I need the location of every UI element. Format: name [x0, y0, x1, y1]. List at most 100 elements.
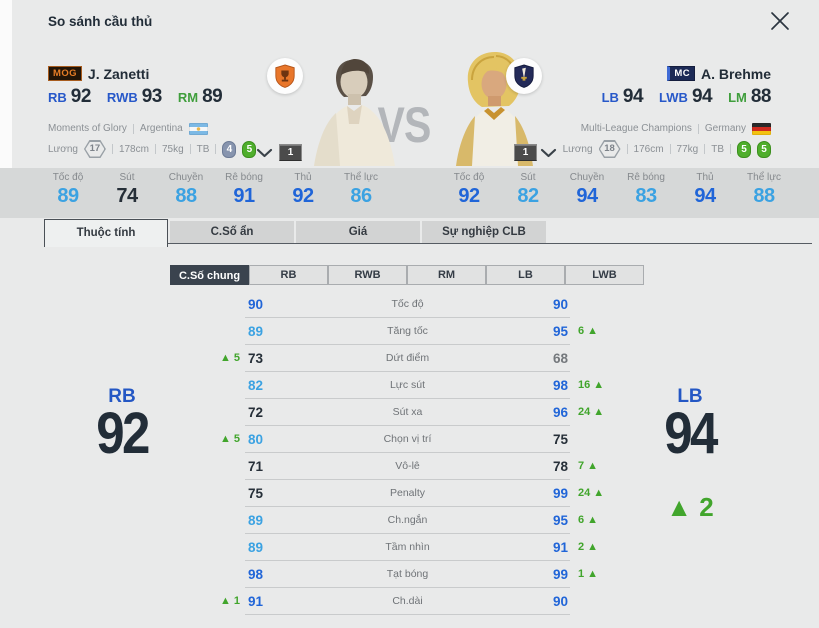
summary-right-position: LB: [677, 386, 703, 407]
right-delta: 16 ▲: [578, 379, 605, 391]
stat-row: 72 Sút xa 96 24 ▲: [170, 399, 630, 426]
left-value: 72: [248, 405, 264, 420]
right-value: 98: [552, 378, 568, 393]
right-value: 95: [552, 324, 568, 339]
left-value: 71: [248, 459, 264, 474]
column-general[interactable]: C.Số chung: [170, 265, 249, 285]
column-rwb[interactable]: RWB: [328, 265, 407, 285]
tab-hidden-stats[interactable]: C.Số ẩn: [170, 221, 294, 243]
tab-price[interactable]: Giá: [296, 221, 420, 243]
left-value: 82: [248, 378, 264, 393]
stat-name: Tạt bóng: [386, 568, 429, 580]
stat-row: 89 Tầm nhìn 91 2 ▲: [170, 534, 630, 561]
summary-right-delta: ▲ 2: [666, 492, 714, 522]
player-right-badge: MC: [667, 65, 695, 82]
height-value: 176cm: [633, 143, 664, 155]
player-right-bio: Lương 18 176cm 77kg TB 5 5: [563, 140, 771, 158]
stat-row: 89 Tăng tốc 95 6 ▲: [170, 318, 630, 345]
left-value: 89: [248, 540, 264, 555]
tab-attributes[interactable]: Thuộc tính: [44, 219, 168, 247]
position-rating: 93: [141, 86, 163, 107]
position-rating: 89: [202, 86, 223, 107]
stat-name: Dứt điểm: [385, 352, 430, 364]
quick-stat: Rê bóng 83: [627, 172, 665, 207]
position-label: LM: [728, 90, 747, 105]
summary-left-rating: 92: [96, 401, 150, 466]
column-lb[interactable]: LB: [486, 265, 565, 285]
position-label: RWB: [106, 90, 138, 105]
stat-name: Ch.ngắn: [387, 514, 428, 526]
left-delta: ▲ 5: [219, 352, 240, 364]
right-delta: 2 ▲: [578, 541, 599, 553]
quick-stat: Sút 82: [517, 172, 539, 207]
quick-stat: Thể lực 86: [344, 172, 378, 207]
quick-stat: Tốc độ 89: [52, 172, 84, 207]
left-value: 73: [248, 351, 264, 366]
argentina-flag-icon: [188, 122, 208, 135]
left-delta: ▲ 5: [219, 433, 240, 445]
club-badge-left: [267, 58, 303, 94]
right-value: 90: [552, 297, 568, 312]
quick-stat: Tốc độ 92: [453, 172, 485, 207]
right-delta: 1 ▲: [578, 568, 599, 580]
stat-name: Tốc độ: [391, 298, 424, 310]
player-photo-left: [314, 59, 395, 166]
column-lwb[interactable]: LWB: [565, 265, 644, 285]
right-value: 95: [552, 513, 568, 528]
weak-foot-badge: 5: [737, 140, 751, 158]
right-value: 96: [552, 405, 568, 420]
level-badge-left[interactable]: 1: [279, 144, 302, 161]
quick-stat: Thủ 92: [292, 172, 314, 207]
player-right-position-ratings: LB 94 LWB 94 LM 88: [592, 86, 772, 110]
skill-moves-badge: 5: [242, 140, 257, 158]
stat-name: Sút xa: [392, 406, 423, 418]
chevron-down-icon-left[interactable]: [256, 148, 273, 158]
tabs-underline: [168, 243, 812, 244]
player-left-origin: Moments of Glory Argentina: [48, 122, 208, 135]
height-value: 178cm: [118, 143, 149, 155]
stat-row: 90 Tốc độ 90: [170, 291, 630, 318]
right-value: 99: [552, 567, 568, 582]
left-value: 89: [248, 513, 264, 528]
close-button[interactable]: [766, 7, 794, 35]
right-delta: 24 ▲: [578, 487, 605, 499]
stat-row: ▲ 5 73 Dứt điểm 68: [170, 345, 630, 372]
position-rating: 92: [70, 86, 92, 107]
club-badge-right: [506, 58, 542, 94]
nationality-label: Germany: [704, 123, 746, 134]
player-right-name: A. Brehme: [700, 65, 771, 82]
salary-hexagon-icon: 18: [598, 140, 621, 158]
level-badge-right[interactable]: 1: [514, 144, 537, 161]
salary-label: Lương: [48, 143, 78, 155]
right-delta: 6 ▲: [578, 325, 599, 337]
weak-foot-badge: 4: [222, 140, 237, 158]
player-left-name: J. Zanetti: [87, 65, 150, 82]
stat-name: Lực sút: [389, 379, 426, 391]
quick-stat: Rê bóng 91: [225, 172, 263, 207]
player-photo-right: [456, 52, 533, 166]
column-rm[interactable]: RM: [407, 265, 486, 285]
tab-club-career[interactable]: Sự nghiệp CLB: [422, 221, 546, 243]
column-rb[interactable]: RB: [249, 265, 328, 285]
special-card-name: Moments of Glory: [48, 123, 127, 134]
left-value: 75: [248, 486, 264, 501]
stat-name: Tầm nhìn: [385, 541, 430, 553]
weight-value: 75kg: [161, 143, 184, 155]
salary-value: 18: [604, 143, 615, 154]
left-value: 90: [248, 297, 264, 312]
right-delta: 24 ▲: [578, 406, 605, 418]
foot-label: TB: [711, 143, 724, 155]
right-value: 91: [552, 540, 568, 555]
right-delta: 7 ▲: [578, 460, 599, 472]
germany-flag-icon: [752, 122, 771, 135]
chevron-down-icon-right[interactable]: [540, 148, 557, 158]
stat-row: 98 Tạt bóng 99 1 ▲: [170, 561, 630, 588]
right-value: 99: [552, 486, 568, 501]
stat-name: Vô-lê: [395, 460, 420, 472]
left-value: 80: [248, 432, 264, 447]
salary-value: 17: [89, 143, 101, 154]
right-value: 75: [552, 432, 568, 447]
player-left-bio: Lương 17 178cm 75kg TB 4 5: [48, 140, 257, 158]
stat-row: ▲ 1 91 Ch.dài 90: [170, 588, 630, 615]
